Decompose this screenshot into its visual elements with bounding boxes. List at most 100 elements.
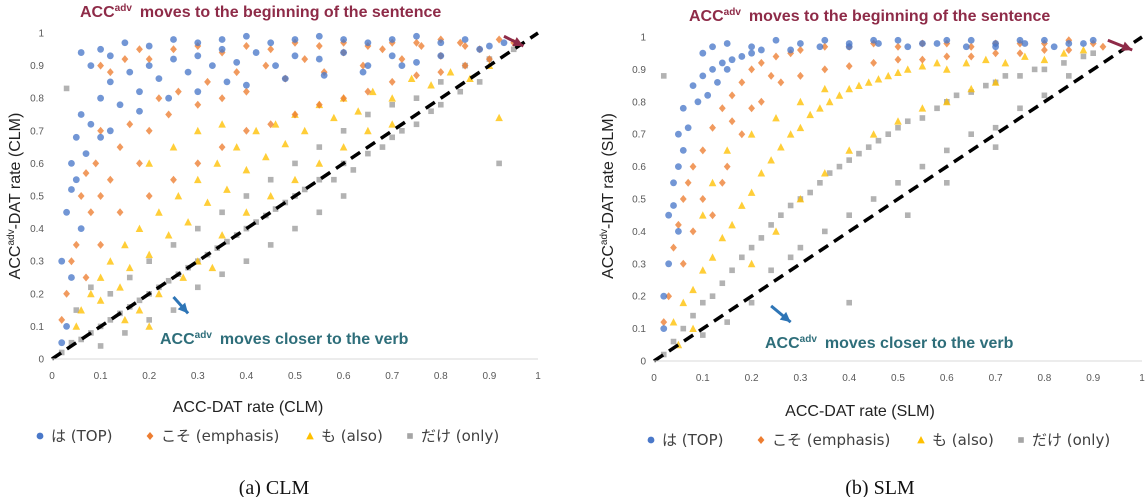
clm-arrow-up-head	[512, 37, 524, 47]
slm-point-only	[1017, 73, 1023, 79]
clm-point-emphasis	[194, 100, 202, 109]
slm-point-also	[796, 195, 805, 203]
clm-point-also	[339, 143, 348, 151]
clm-x-tick-label: 0.5	[288, 371, 302, 382]
clm-y-tick-label: 0.6	[30, 159, 44, 170]
clm-point-emphasis	[461, 42, 469, 51]
slm-x-tick-label: 1	[1139, 373, 1145, 384]
clm-point-top	[82, 150, 90, 158]
slm-point-emphasis	[821, 42, 829, 51]
clm-point-emphasis	[121, 55, 129, 64]
clm-point-only	[195, 284, 201, 291]
slm-point-emphasis	[689, 162, 697, 171]
slm-y-tick-label: 0.7	[632, 130, 646, 141]
clm-point-emphasis	[437, 68, 445, 77]
slm-point-only	[865, 144, 872, 150]
clm-point-top	[388, 36, 396, 43]
clm-point-top	[486, 42, 493, 50]
slm-point-emphasis	[709, 211, 716, 220]
clm-y-tick-label: 0.1	[30, 322, 44, 333]
clm-point-emphasis	[63, 289, 70, 298]
slm-point-top	[699, 72, 707, 80]
slm-point-also	[835, 91, 844, 99]
slm-point-also	[855, 81, 863, 89]
slm-point-top	[943, 36, 951, 44]
clm-annotation-bottom: ACCadv moves closer to the verb	[160, 330, 409, 348]
clm-point-only	[379, 144, 386, 150]
clm-point-emphasis	[315, 100, 323, 109]
clm-point-only	[301, 186, 308, 193]
slm-point-only	[904, 212, 911, 218]
slm-point-top	[679, 104, 687, 112]
slm-point-also	[884, 71, 893, 80]
slm-point-emphasis	[679, 195, 687, 203]
slm-point-top	[694, 98, 702, 106]
slm-point-also	[757, 169, 766, 177]
slm-legend-only-icon	[1018, 437, 1024, 443]
slm-point-only	[768, 267, 774, 274]
slm-point-only	[992, 144, 999, 150]
clm-point-emphasis	[97, 240, 104, 249]
slm-point-emphasis	[967, 42, 975, 51]
clm-point-emphasis	[267, 45, 275, 54]
clm-point-top	[106, 52, 114, 60]
slm-point-emphasis	[967, 52, 975, 61]
clm-legend-emphasis-icon	[146, 432, 154, 440]
slm-y-tick-label: 1	[640, 33, 646, 44]
slm-point-emphasis	[684, 178, 692, 187]
clm-point-top	[68, 160, 75, 167]
clm-point-also	[145, 250, 153, 259]
clm-point-emphasis	[126, 120, 134, 129]
clm-point-only	[58, 349, 65, 356]
clm-point-top	[461, 36, 469, 43]
slm-point-top	[748, 49, 755, 57]
slm-point-top	[684, 124, 692, 132]
slm-point-also	[903, 65, 912, 73]
slm-point-top	[675, 130, 682, 138]
clm-point-only	[399, 128, 405, 134]
clm-point-only	[195, 225, 201, 232]
clm-point-emphasis	[413, 38, 420, 47]
clm-point-emphasis	[315, 42, 323, 51]
slm-point-emphasis	[1016, 49, 1024, 58]
clm-point-emphasis	[379, 45, 386, 54]
clm-point-only	[146, 258, 152, 264]
slm-point-only	[895, 180, 901, 186]
slm-point-emphasis	[748, 104, 755, 113]
slm-point-also	[767, 156, 775, 164]
clm-point-emphasis	[97, 192, 104, 200]
slm-y-tick-label: 0	[640, 357, 646, 368]
clm-point-top	[218, 36, 226, 43]
slm-y-tick-label: 0.6	[632, 162, 646, 173]
clm-diagonal-line	[51, 31, 539, 361]
clm-point-emphasis	[461, 61, 469, 70]
slm-point-top	[718, 59, 726, 67]
slm-point-only	[719, 280, 726, 287]
slm-point-top	[665, 211, 673, 219]
slm-point-top	[709, 66, 716, 73]
clm-point-emphasis	[456, 38, 464, 47]
clm-point-only	[136, 297, 143, 304]
slm-point-only	[724, 319, 730, 325]
clm-point-top	[126, 68, 134, 76]
clm-y-tick-label: 0.5	[30, 192, 44, 203]
clm-y-axis-label: ACCadv-DAT rate (CLM)	[6, 113, 24, 280]
clm-point-top	[252, 49, 260, 56]
clm-point-also	[252, 126, 260, 135]
clm-point-top	[145, 42, 153, 50]
slm-point-only	[680, 325, 687, 332]
slm-point-only	[700, 299, 706, 306]
clm-point-only	[107, 317, 114, 323]
clm-x-tick-label: 0.8	[434, 371, 448, 382]
clm-arrow-down-head	[177, 302, 189, 314]
slm-x-tick-label: 0.1	[696, 373, 710, 384]
slm-point-emphasis	[670, 243, 677, 252]
clm-point-top	[208, 62, 216, 69]
slm-point-only	[739, 254, 745, 261]
clm-point-emphasis	[145, 192, 153, 200]
clm-point-top	[243, 32, 250, 40]
clm-point-also	[121, 315, 129, 324]
slm-y-ticks: 0 0.1 0.2 0.3 0.4 0.5 0.6 0.7 0.8 0.9 1	[632, 33, 646, 368]
clm-point-emphasis	[145, 55, 153, 64]
slm-point-only	[856, 150, 862, 157]
